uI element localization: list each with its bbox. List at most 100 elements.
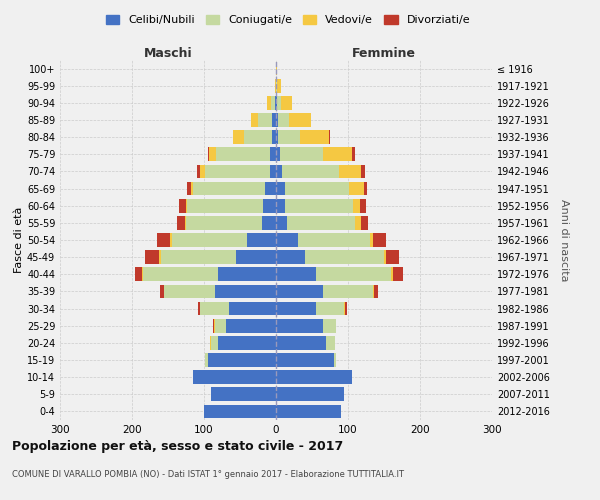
Bar — [198, 302, 200, 316]
Bar — [142, 268, 143, 281]
Bar — [276, 79, 277, 92]
Bar — [355, 216, 361, 230]
Legend: Celibi/Nubili, Coniugati/e, Vedovi/e, Divorziati/e: Celibi/Nubili, Coniugati/e, Vedovi/e, Di… — [101, 10, 475, 30]
Bar — [386, 250, 399, 264]
Bar — [276, 284, 323, 298]
Bar — [316, 268, 391, 281]
Bar — [265, 182, 276, 196]
Text: Femmine: Femmine — [352, 47, 416, 60]
Bar — [200, 302, 229, 316]
Bar — [211, 388, 276, 401]
Bar — [191, 182, 193, 196]
Bar — [271, 96, 275, 110]
Bar — [161, 250, 236, 264]
Bar — [323, 284, 373, 298]
Bar — [352, 148, 355, 161]
Bar — [135, 268, 142, 281]
Bar — [364, 182, 367, 196]
Bar — [193, 182, 265, 196]
Bar — [316, 302, 344, 316]
Text: Popolazione per età, sesso e stato civile - 2017: Popolazione per età, sesso e stato civil… — [12, 440, 343, 453]
Bar — [244, 130, 272, 144]
Bar — [214, 319, 215, 332]
Bar — [276, 353, 334, 367]
Bar — [270, 148, 276, 161]
Bar — [276, 404, 341, 418]
Bar — [268, 96, 271, 110]
Bar — [284, 199, 353, 212]
Bar — [197, 164, 200, 178]
Bar — [287, 216, 355, 230]
Bar — [340, 164, 361, 178]
Bar — [323, 319, 336, 332]
Bar — [361, 164, 365, 178]
Bar — [276, 164, 282, 178]
Bar — [277, 79, 281, 92]
Bar — [218, 336, 276, 349]
Bar — [326, 336, 335, 349]
Bar — [329, 130, 330, 144]
Bar — [170, 233, 172, 247]
Bar — [157, 233, 170, 247]
Bar — [276, 233, 298, 247]
Bar — [361, 216, 368, 230]
Bar — [208, 148, 209, 161]
Bar — [275, 79, 276, 92]
Bar — [336, 319, 337, 332]
Bar — [345, 302, 347, 316]
Bar — [160, 284, 164, 298]
Bar — [276, 388, 344, 401]
Bar — [374, 284, 377, 298]
Bar — [276, 96, 277, 110]
Bar — [276, 370, 352, 384]
Bar — [210, 336, 211, 349]
Bar — [216, 148, 270, 161]
Bar — [276, 62, 277, 76]
Bar — [284, 182, 349, 196]
Bar — [272, 113, 276, 127]
Bar — [275, 96, 276, 110]
Bar — [193, 370, 276, 384]
Bar — [276, 113, 278, 127]
Bar — [280, 148, 323, 161]
Text: Maschi: Maschi — [143, 47, 193, 60]
Bar — [236, 250, 276, 264]
Bar — [208, 353, 276, 367]
Bar — [323, 148, 352, 161]
Bar — [373, 284, 374, 298]
Bar — [160, 250, 161, 264]
Bar — [187, 199, 263, 212]
Bar — [186, 216, 262, 230]
Bar — [212, 319, 214, 332]
Bar — [360, 199, 366, 212]
Bar — [281, 96, 292, 110]
Bar — [334, 353, 336, 367]
Bar — [258, 113, 272, 127]
Bar — [164, 284, 215, 298]
Bar — [247, 233, 276, 247]
Bar — [145, 250, 160, 264]
Bar — [370, 233, 373, 247]
Bar — [344, 302, 345, 316]
Y-axis label: Fasce di età: Fasce di età — [14, 207, 24, 273]
Bar — [200, 164, 205, 178]
Bar — [205, 164, 270, 178]
Bar — [391, 268, 392, 281]
Bar — [143, 268, 218, 281]
Bar — [215, 319, 226, 332]
Bar — [229, 302, 276, 316]
Bar — [204, 404, 276, 418]
Bar — [185, 216, 186, 230]
Bar — [353, 199, 360, 212]
Bar — [270, 164, 276, 178]
Bar — [276, 319, 323, 332]
Bar — [276, 268, 316, 281]
Bar — [205, 353, 208, 367]
Bar — [278, 130, 300, 144]
Bar — [276, 216, 287, 230]
Bar — [278, 113, 289, 127]
Bar — [186, 199, 187, 212]
Bar — [211, 336, 218, 349]
Bar — [276, 148, 280, 161]
Bar — [272, 130, 276, 144]
